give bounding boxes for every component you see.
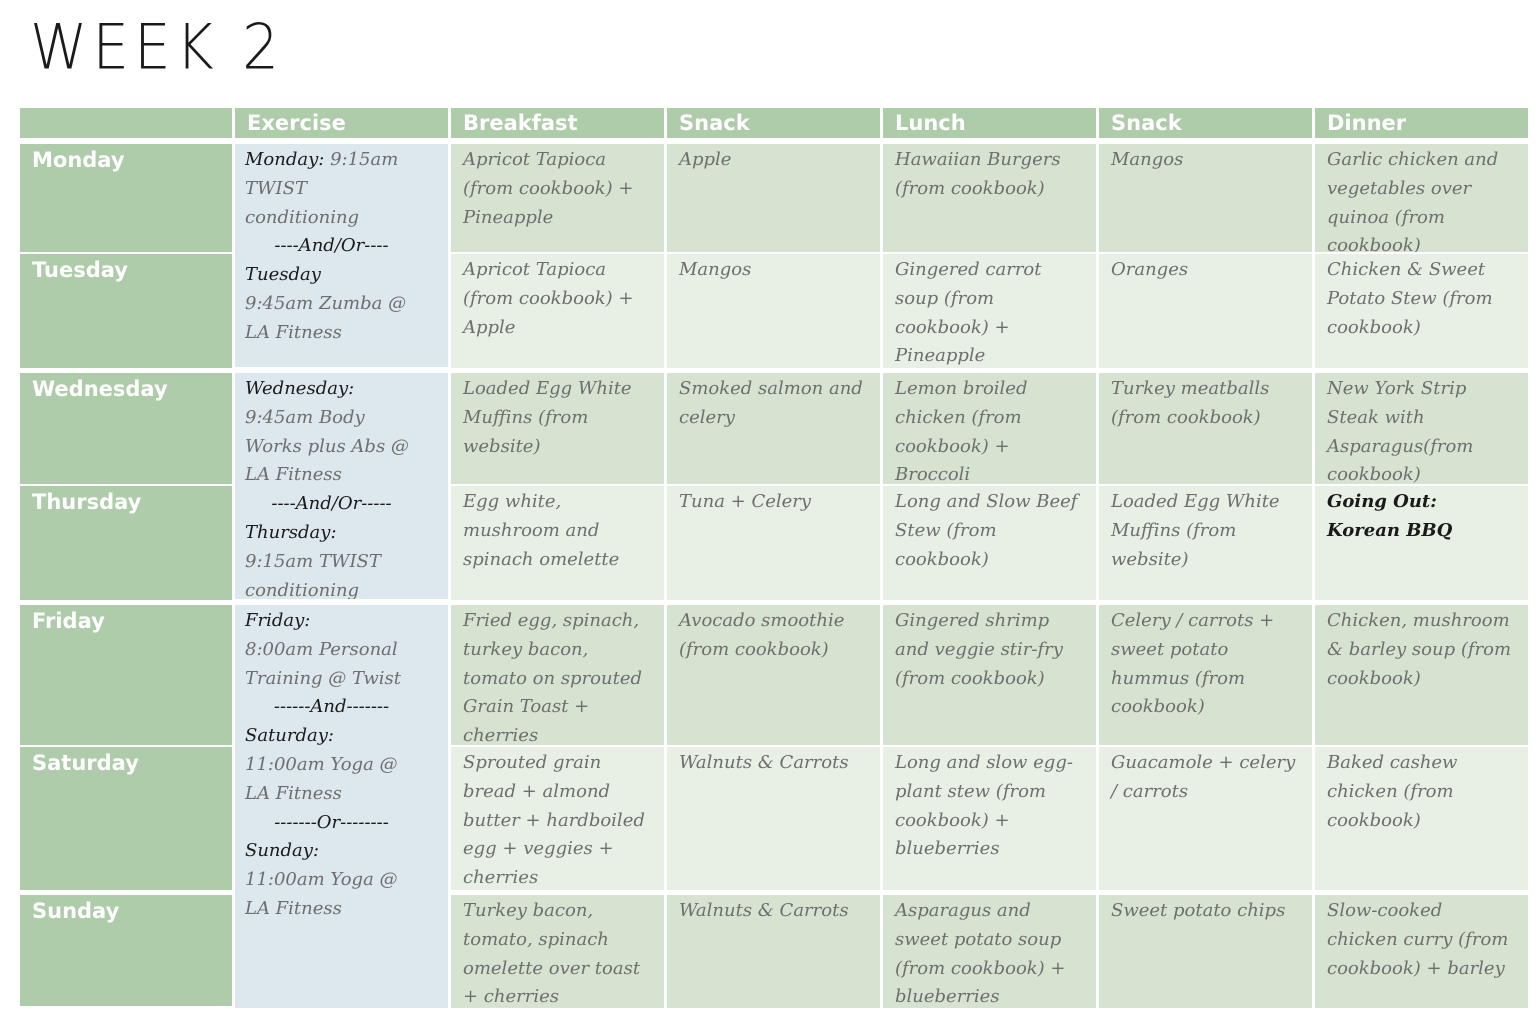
exercise-wednesday-label: Wednesday: xyxy=(245,378,355,399)
monday-breakfast: Apricot Tapioca (from cookbook) + Pineap… xyxy=(451,144,664,254)
exercise-wednesday-location: LA Fitness xyxy=(245,464,342,486)
sunday-snack-2: Sweet potato chips xyxy=(1099,892,1312,1008)
tuesday-dinner: Chicken & Sweet Potato Stew (from cookbo… xyxy=(1315,254,1528,370)
saturday-dinner: Baked cashew chicken (from cookbook) xyxy=(1315,747,1528,892)
exercise-monday-label: Monday: xyxy=(245,149,325,170)
exercise-fri-sun: Friday: 8:00am Personal Training @ Twist… xyxy=(235,602,448,1008)
tuesday-lunch: Gingered carrot soup (from cookbook) + P… xyxy=(883,254,1096,370)
day-saturday: Saturday xyxy=(20,747,232,892)
exercise-monday-class: TWIST xyxy=(245,177,307,199)
saturday-snack-1: Walnuts & Carrots xyxy=(667,747,880,892)
monday-lunch: Hawaiian Burgers (from cookbook) xyxy=(883,144,1096,254)
exercise-separator: ------And------- xyxy=(273,696,390,718)
wednesday-breakfast: Loaded Egg White Muffins (from website) xyxy=(451,370,664,486)
monday-dinner: Garlic chicken and vegetables over quino… xyxy=(1315,144,1528,254)
tuesday-breakfast: Apricot Tapioca (from cookbook) + Apple xyxy=(451,254,664,370)
page-title: WEEK 2 xyxy=(30,10,285,84)
day-wednesday: Wednesday xyxy=(20,370,232,486)
header-lunch: Lunch xyxy=(883,108,1096,138)
tuesday-snack-1: Mangos xyxy=(667,254,880,370)
wednesday-dinner: New York Strip Steak with Asparagus(from… xyxy=(1315,370,1528,486)
sunday-dinner: Slow-cooked chicken curry (from cookbook… xyxy=(1315,892,1528,1008)
thursday-snack-2: Loaded Egg White Muffins (from website) xyxy=(1099,486,1312,602)
meal-plan-table: Exercise Breakfast Snack Lunch Snack Din… xyxy=(20,108,1528,1014)
saturday-lunch: Long and slow egg-plant stew (from cookb… xyxy=(883,747,1096,892)
exercise-mon-tue: Monday: 9:15am TWIST conditioning ----An… xyxy=(235,144,448,370)
monday-snack-1: Apple xyxy=(667,144,880,254)
exercise-tuesday-location: LA Fitness xyxy=(245,321,342,343)
exercise-thursday-label: Thursday: xyxy=(245,521,337,543)
wednesday-snack-2: Turkey meatballs (from cookbook) xyxy=(1099,370,1312,486)
exercise-friday-label: Friday: xyxy=(245,610,311,631)
monday-snack-2: Mangos xyxy=(1099,144,1312,254)
day-tuesday: Tuesday xyxy=(20,254,232,370)
header-dinner: Dinner xyxy=(1315,108,1528,138)
day-thursday: Thursday xyxy=(20,486,232,602)
exercise-monday-time: 9:15am xyxy=(324,149,399,170)
exercise-saturday-location: LA Fitness xyxy=(245,782,342,804)
exercise-thursday-class: conditioning xyxy=(245,579,360,601)
thursday-dinner-restaurant: Korean BBQ xyxy=(1327,519,1453,541)
thursday-dinner: Going Out: Korean BBQ xyxy=(1315,486,1528,602)
friday-breakfast: Fried egg, spinach, turkey bacon, tomato… xyxy=(451,602,664,747)
day-friday: Friday xyxy=(20,602,232,747)
exercise-sunday-location: LA Fitness xyxy=(245,897,342,919)
wednesday-lunch: Lemon broiled chicken (from cookbook) + … xyxy=(883,370,1096,486)
exercise-separator: ----And/Or----- xyxy=(271,493,392,515)
saturday-breakfast: Sprouted grain bread + almond butter + h… xyxy=(451,747,664,892)
exercise-monday-class-2: conditioning xyxy=(245,206,360,228)
thursday-dinner-going-out: Going Out: xyxy=(1327,491,1437,512)
exercise-friday-class: Training @ Twist xyxy=(245,667,402,689)
tuesday-snack-2: Oranges xyxy=(1099,254,1312,370)
exercise-saturday-time: 11:00am Yoga @ xyxy=(245,753,398,775)
day-sunday: Sunday xyxy=(20,892,232,1008)
thursday-breakfast: Egg white, mushroom and spinach omelette xyxy=(451,486,664,602)
saturday-snack-2: Guacamole + celery / carrots xyxy=(1099,747,1312,892)
exercise-thursday-time: 9:15am TWIST xyxy=(245,550,381,572)
exercise-separator: ----And/Or---- xyxy=(274,235,389,257)
exercise-sunday-time: 11:00am Yoga @ xyxy=(245,869,398,891)
sunday-breakfast: Turkey bacon, tomato, spinach omelette o… xyxy=(451,892,664,1008)
exercise-separator: -------Or-------- xyxy=(274,811,389,833)
exercise-tuesday-class: 9:45am Zumba @ xyxy=(245,292,407,314)
header-breakfast: Breakfast xyxy=(451,108,664,138)
exercise-wednesday-class: Works plus Abs @ xyxy=(245,435,409,457)
exercise-sunday-label: Sunday: xyxy=(245,840,320,862)
wednesday-snack-1: Smoked salmon and celery xyxy=(667,370,880,486)
exercise-wed-thu: Wednesday: 9:45am Body Works plus Abs @ … xyxy=(235,370,448,602)
header-snack-2: Snack xyxy=(1099,108,1312,138)
exercise-wednesday-time: 9:45am Body xyxy=(245,406,365,428)
thursday-snack-1: Tuna + Celery xyxy=(667,486,880,602)
header-snack-1: Snack xyxy=(667,108,880,138)
day-monday: Monday xyxy=(20,144,232,254)
friday-snack-2: Celery / carrots + sweet potato hummus (… xyxy=(1099,602,1312,747)
friday-snack-1: Avocado smoothie (from cookbook) xyxy=(667,602,880,747)
friday-lunch: Gingered shrimp and veggie stir-fry (fro… xyxy=(883,602,1096,747)
header-exercise: Exercise xyxy=(235,108,448,138)
exercise-friday-time: 8:00am Personal xyxy=(245,638,398,660)
exercise-tuesday-label: Tuesday xyxy=(245,264,321,286)
sunday-lunch: Asparagus and sweet potato soup (from co… xyxy=(883,892,1096,1008)
header-corner xyxy=(20,108,232,138)
exercise-saturday-label: Saturday: xyxy=(245,725,334,747)
friday-dinner: Chicken, mushroom & barley soup (from co… xyxy=(1315,602,1528,747)
sunday-snack-1: Walnuts & Carrots xyxy=(667,892,880,1008)
thursday-lunch: Long and Slow Beef Stew (from cookbook) xyxy=(883,486,1096,602)
